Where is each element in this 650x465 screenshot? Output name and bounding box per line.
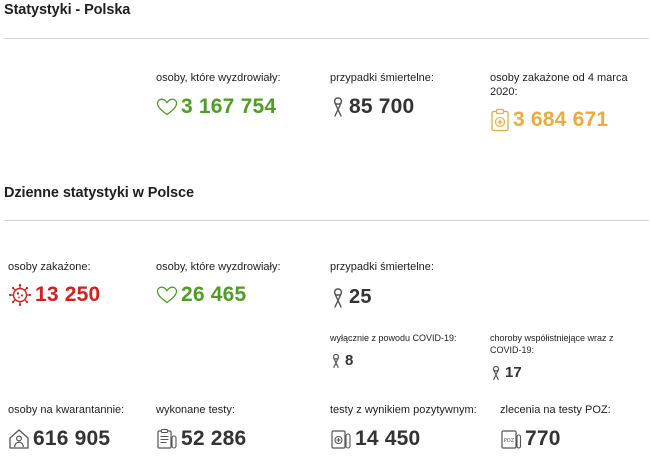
stat-label: osoby zakażone od 4 marca 2020: <box>490 72 628 98</box>
stat-label: osoby na kwarantannie: <box>8 404 125 416</box>
stat-value: 13 250 <box>35 283 101 306</box>
stat-infected-daily: osoby zakażone: 13 250 <box>8 260 148 307</box>
stat-label: testy z wynikiem pozytywnym: <box>330 404 477 416</box>
stat-tests: wykonane testy: 52 286 <box>156 403 326 451</box>
stat-label: choroby współistniejące wraz z COVID-19: <box>490 333 614 355</box>
stat-label: osoby, które wyzdrowiały: <box>156 261 281 273</box>
stat-value: 3 684 671 <box>513 108 609 131</box>
stat-value: 8 <box>345 352 354 369</box>
stat-poz-orders: zlecenia na testy POZ: POZ 770 <box>500 403 645 451</box>
stat-infected-total: osoby zakażone od 4 marca 2020: 3 684 67… <box>490 71 640 132</box>
stat-label: zlecenia na testy POZ: <box>500 404 611 416</box>
stat-quarantine: osoby na kwarantannie: 616 905 <box>8 403 153 451</box>
stat-value: 17 <box>505 364 522 381</box>
stat-label: osoby zakażone: <box>8 261 91 273</box>
stat-recovered-total: osoby, które wyzdrowiały: 3 167 754 <box>156 71 326 119</box>
ribbon-icon <box>330 96 346 118</box>
stat-deaths-total: przypadki śmiertelne: 85 700 <box>330 71 480 119</box>
clipboard-list-icon <box>156 428 178 450</box>
house-person-icon <box>8 428 30 450</box>
stat-label: osoby, które wyzdrowiały: <box>156 72 281 84</box>
clipboard-medical-icon <box>490 108 510 132</box>
poz-order-icon: POZ <box>500 428 522 450</box>
divider <box>4 220 649 221</box>
test-tube-icon <box>330 428 352 450</box>
stat-value: 85 700 <box>349 95 415 118</box>
stat-label: wykonane testy: <box>156 404 235 416</box>
ribbon-icon <box>490 365 502 381</box>
stat-label: przypadki śmiertelne: <box>330 261 434 273</box>
stat-value: 26 465 <box>181 283 247 306</box>
section-title-poland: Statystyki - Polska <box>4 2 131 18</box>
stat-value: 3 167 754 <box>181 95 277 118</box>
stat-positive-tests: testy z wynikiem pozytywnym: 14 450 <box>330 403 490 451</box>
stat-value: 25 <box>349 286 372 308</box>
stat-deaths-covid-only: wyłącznie z powodu COVID-19: 8 <box>330 332 480 369</box>
stat-recovered-daily: osoby, które wyzdrowiały: 26 465 <box>156 260 326 307</box>
stat-value: 52 286 <box>181 427 247 450</box>
stat-value: 770 <box>525 427 561 450</box>
stat-deaths-comorbid: choroby współistniejące wraz z COVID-19:… <box>490 332 645 381</box>
stat-value: 616 905 <box>33 427 111 450</box>
heart-icon <box>156 286 178 304</box>
svg-text:POZ: POZ <box>504 438 515 444</box>
section-title-daily: Dzienne statystyki w Polsce <box>4 185 194 201</box>
ribbon-icon <box>330 287 346 309</box>
stat-deaths-daily: przypadki śmiertelne: 25 <box>330 260 480 309</box>
virus-icon <box>8 283 32 307</box>
ribbon-icon <box>330 353 342 369</box>
heart-icon <box>156 98 178 116</box>
stat-label: przypadki śmiertelne: <box>330 72 434 84</box>
divider <box>4 38 649 39</box>
stat-value: 14 450 <box>355 427 421 450</box>
stat-label: wyłącznie z powodu COVID-19: <box>330 333 457 343</box>
